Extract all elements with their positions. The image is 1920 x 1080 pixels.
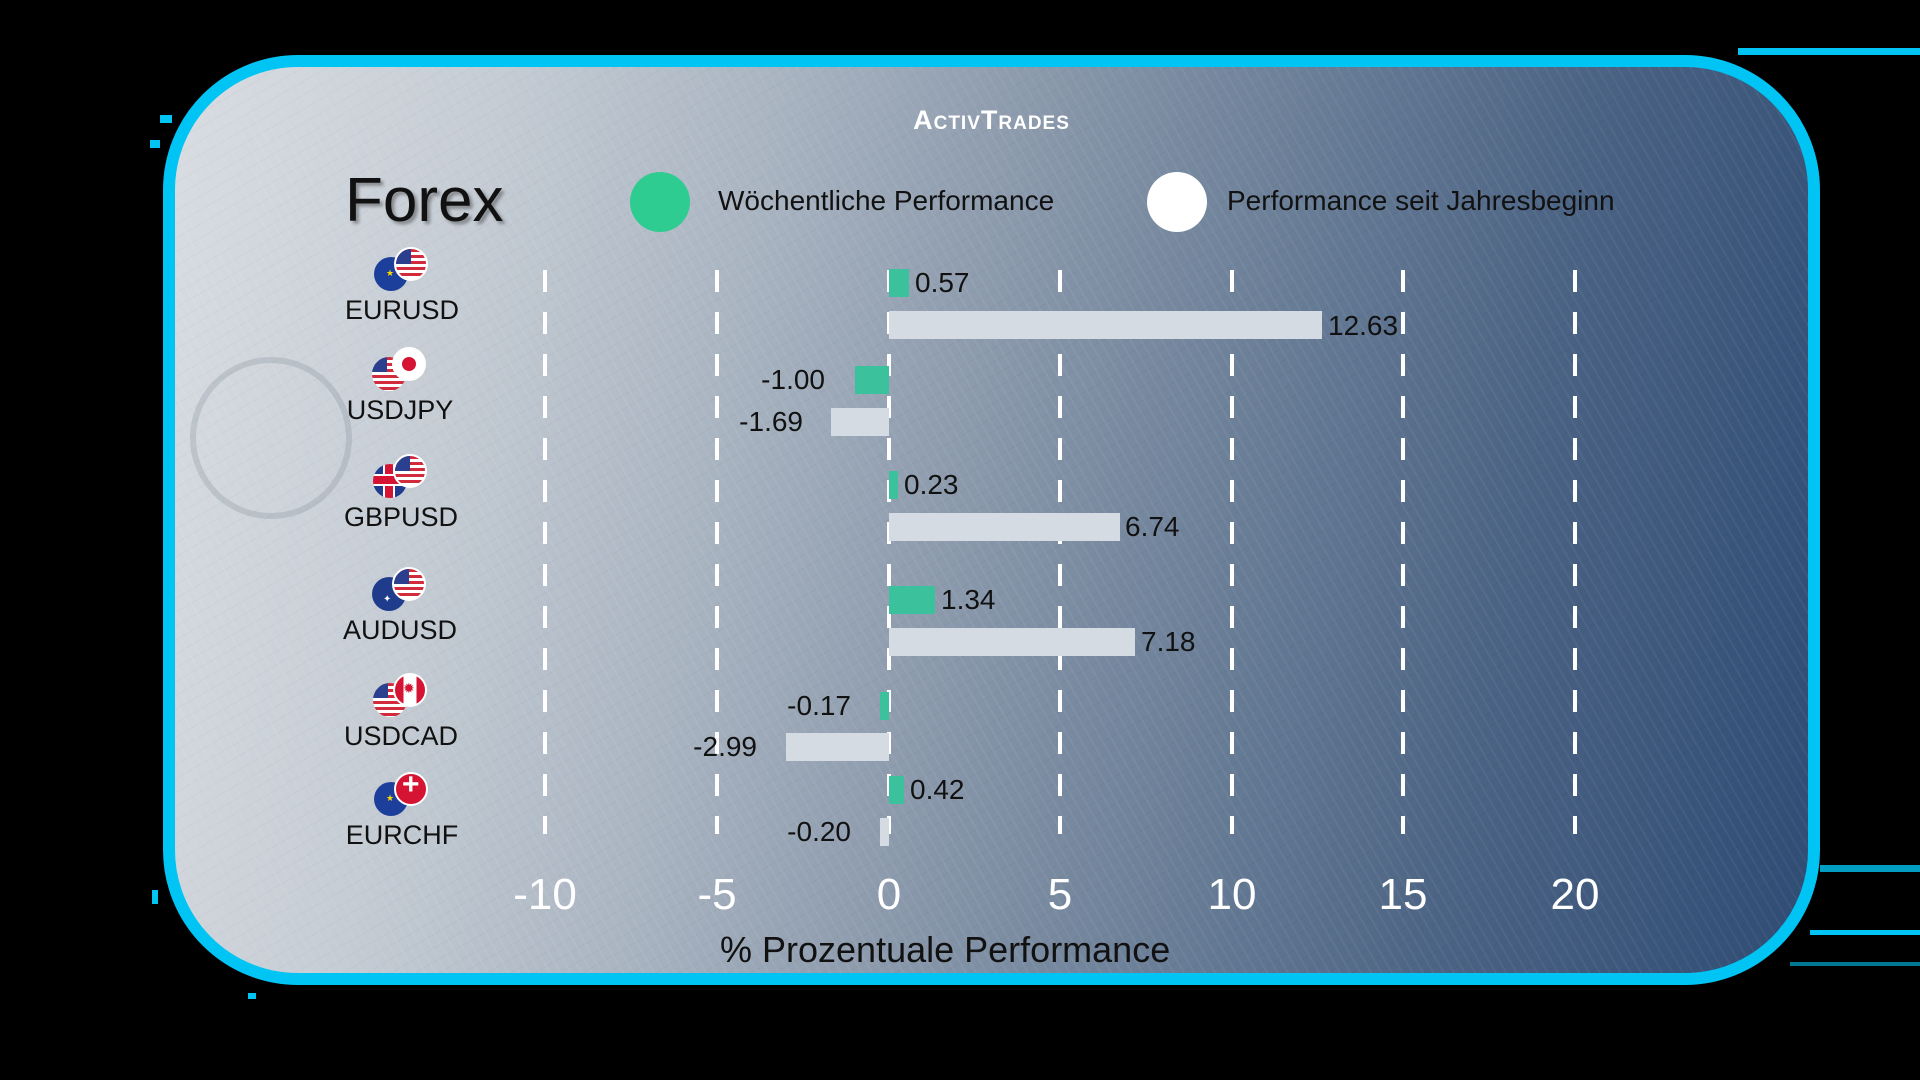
bar-usdcad-ytd <box>786 733 889 761</box>
value-gbpusd-ytd: 6.74 <box>1125 511 1180 542</box>
bar-eurusd-ytd <box>889 311 1322 339</box>
flag-pair-icon <box>371 454 431 498</box>
xtick-neg5: -5 <box>697 870 737 919</box>
chart-card: ActivTrades Forex Wöchentliche Performan… <box>163 55 1820 985</box>
gridline-5 <box>1058 270 1062 834</box>
ca-flag-icon <box>393 673 427 707</box>
us-flag-icon <box>393 454 427 488</box>
activtrades-logo: ActivTrades <box>913 105 1070 135</box>
bar-eurchf-weekly <box>889 776 904 804</box>
value-eurchf-ytd: -0.20 <box>787 816 851 847</box>
bar-audusd-ytd <box>889 628 1135 656</box>
value-usdcad-weekly: -0.17 <box>787 690 851 721</box>
frame-accent-pixel <box>160 115 172 123</box>
gridline-neg10 <box>543 270 547 834</box>
pair-label-audusd: AUDUSD <box>320 567 480 646</box>
bar-gbpusd-weekly <box>889 471 898 499</box>
legend-weekly-dot <box>630 172 690 232</box>
value-gbpusd-weekly: 0.23 <box>904 469 959 500</box>
legend-weekly-label: Wöchentliche Performance <box>718 185 1055 216</box>
value-audusd-ytd: 7.18 <box>1141 626 1196 657</box>
chart-title: Forex <box>345 166 504 235</box>
pair-label-usdcad: USDCAD <box>321 673 481 752</box>
value-audusd-weekly: 1.34 <box>941 584 996 615</box>
xtick-0: 0 <box>876 870 902 919</box>
legend-ytd-dot <box>1147 172 1207 232</box>
bar-audusd-weekly <box>889 586 935 614</box>
pair-label-gbpusd: GBPUSD <box>321 454 481 533</box>
gridline-0 <box>887 270 891 834</box>
value-usdjpy-ytd: -1.69 <box>739 406 803 437</box>
flag-pair-icon <box>371 673 431 717</box>
gridline-neg5 <box>715 270 719 834</box>
bar-eurusd-weekly <box>889 269 909 297</box>
pair-label-usdjpy: USDJPY <box>320 347 480 426</box>
frame-accent-pixel <box>150 140 160 148</box>
bar-usdjpy-weekly <box>855 366 889 394</box>
xtick-20: 20 <box>1550 870 1600 919</box>
value-eurchf-weekly: 0.42 <box>910 774 965 805</box>
x-axis-title: % Prozentuale Performance <box>720 929 1171 970</box>
frame-accent-line <box>1810 930 1920 935</box>
frame-accent-pixel <box>248 993 256 999</box>
bar-eurchf-ytd <box>880 818 889 846</box>
us-flag-icon <box>373 683 407 717</box>
value-usdjpy-weekly: -1.00 <box>761 364 825 395</box>
gridline-10 <box>1230 270 1234 834</box>
gridline-15 <box>1401 270 1405 834</box>
value-eurusd-ytd: 12.63 <box>1328 310 1399 341</box>
bar-usdjpy-ytd <box>831 408 889 436</box>
frame-accent-pixel <box>152 890 158 904</box>
bar-gbpusd-ytd <box>889 513 1120 541</box>
frame-accent-line <box>1820 865 1920 872</box>
flag-pair-icon <box>370 347 430 391</box>
legend-ytd-label: Performance seit Jahresbeginn <box>1227 185 1615 216</box>
xtick-5: 5 <box>1047 870 1073 919</box>
frame-accent-line <box>1790 962 1920 966</box>
pair-label-eurusd: EURUSD <box>322 247 482 326</box>
us-flag-icon <box>394 247 428 281</box>
gridline-20 <box>1573 270 1577 834</box>
flag-pair-icon <box>370 567 430 611</box>
flag-pair-icon <box>372 247 432 291</box>
ch-flag-icon <box>394 772 428 806</box>
pair-label-eurchf: EURCHF <box>322 772 482 851</box>
xtick-neg10: -10 <box>513 870 577 919</box>
us-flag-icon <box>392 567 426 601</box>
xtick-15: 15 <box>1378 870 1428 919</box>
value-usdcad-ytd: -2.99 <box>693 731 757 762</box>
xtick-10: 10 <box>1207 870 1257 919</box>
flag-pair-icon <box>372 772 432 816</box>
reserve-seal-decoration <box>190 357 352 519</box>
frame-accent-line <box>1738 48 1920 55</box>
bar-usdcad-weekly <box>880 692 889 720</box>
value-eurusd-weekly: 0.57 <box>915 267 970 298</box>
jp-flag-icon <box>392 347 426 381</box>
